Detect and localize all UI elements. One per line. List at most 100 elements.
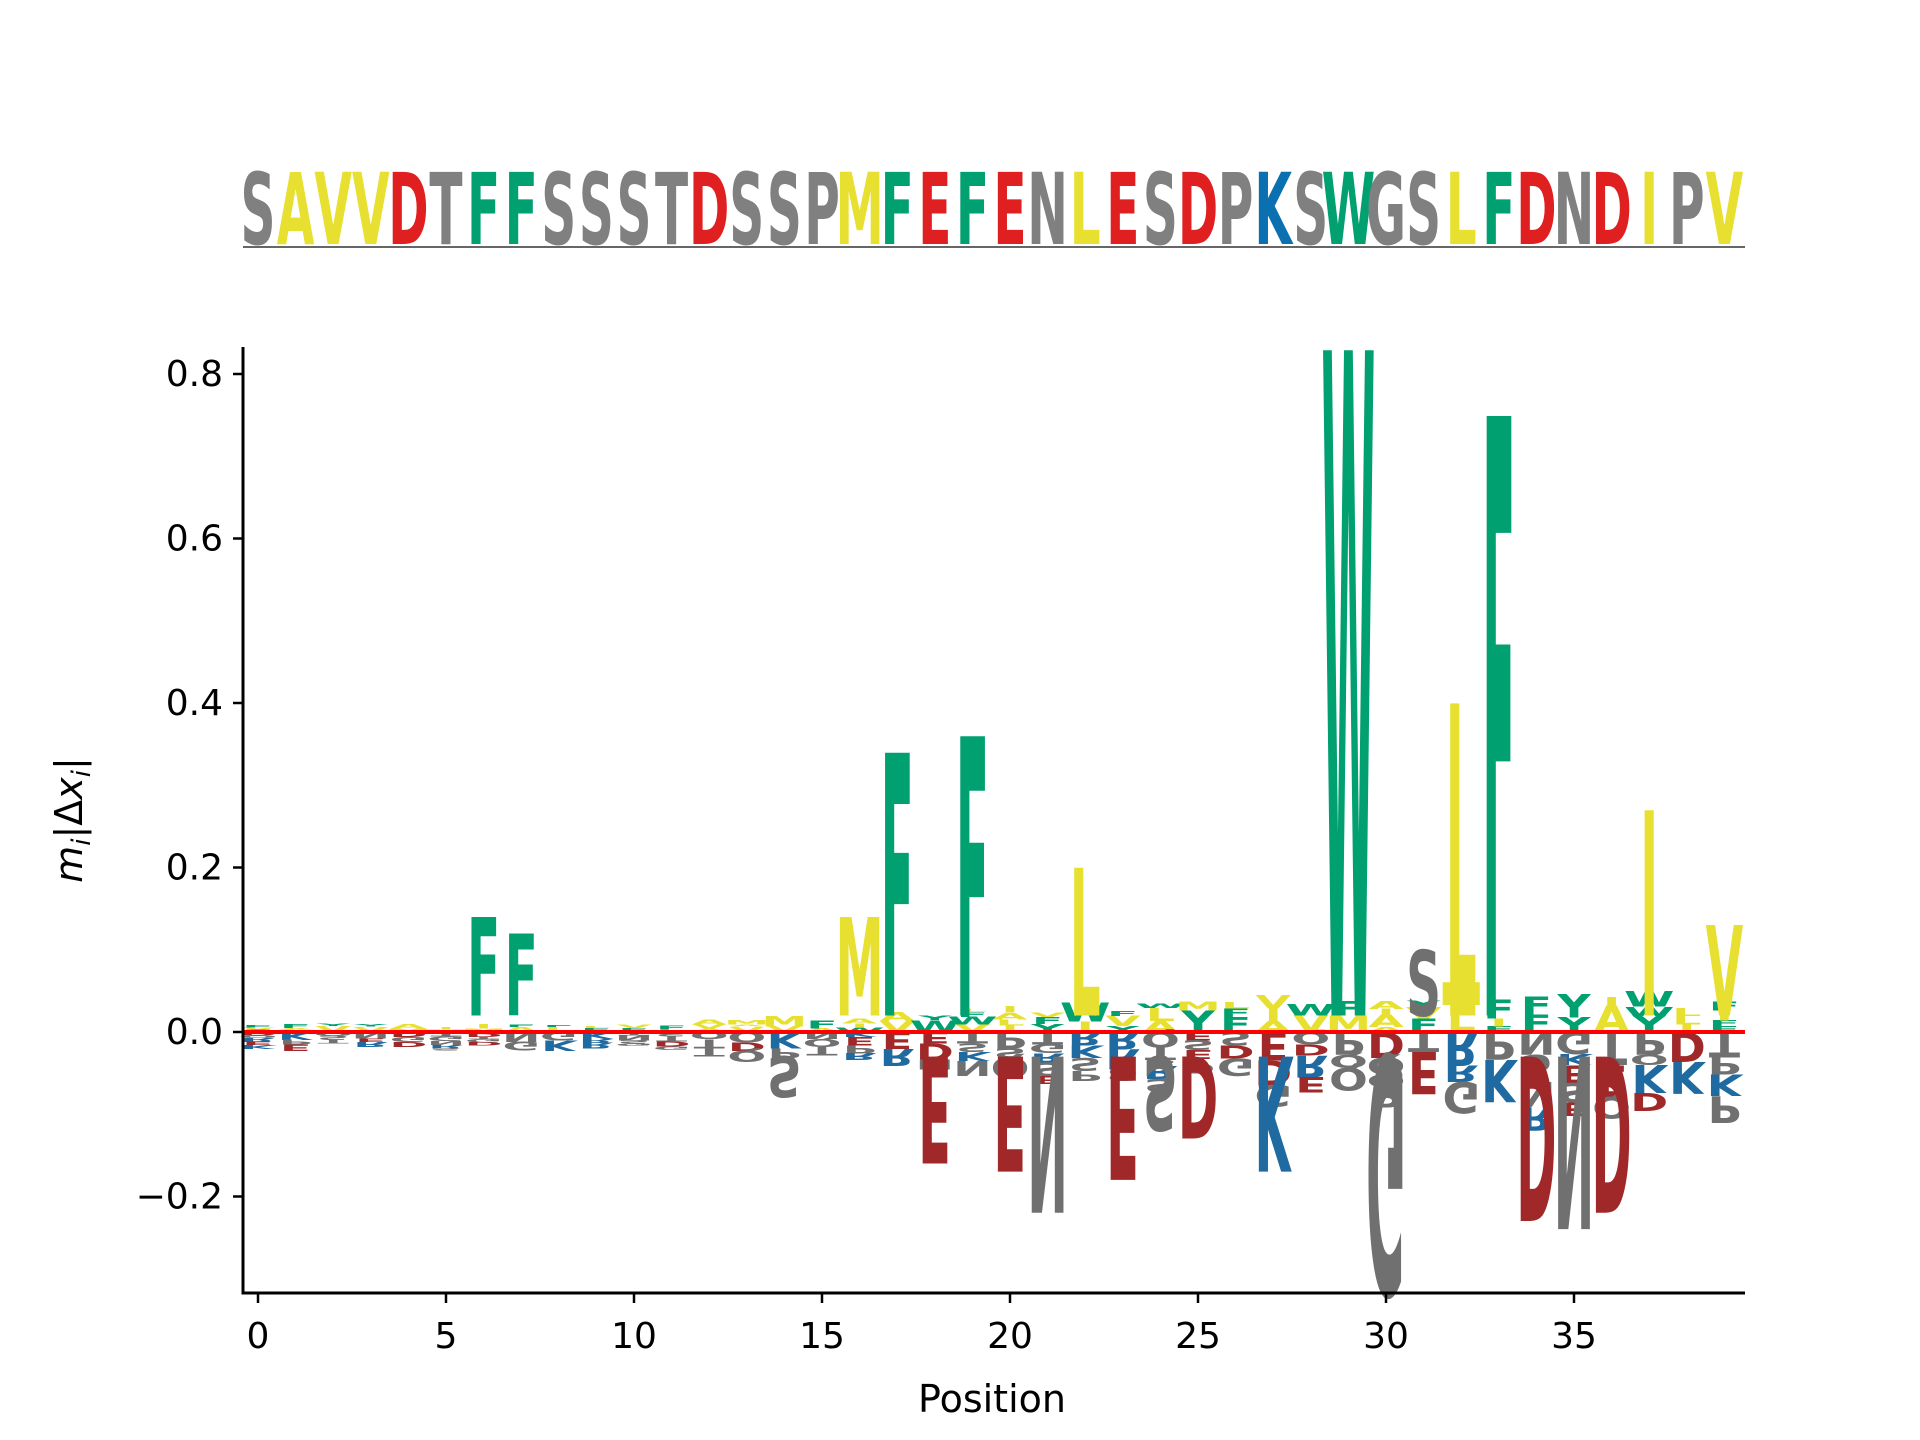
minor-letter-up: Y: [1406, 998, 1442, 1009]
minor-letter-down: E: [1032, 1074, 1063, 1086]
minor-letter-down: S: [994, 1045, 1027, 1061]
logo-letter-E-pos-20: E: [993, 1019, 1026, 1203]
sequence-letter-26: P: [1218, 154, 1254, 268]
logo-letter-N-pos-21: N: [1027, 1006, 1068, 1256]
minor-letter-down: S: [1106, 1066, 1139, 1084]
minor-letter-down: S: [1558, 1077, 1591, 1108]
minor-letter-up: Y: [353, 1023, 388, 1027]
sequence-letter-3: V: [352, 154, 390, 268]
minor-letter-down: S: [1069, 1053, 1102, 1073]
minor-letter-up: V: [316, 1025, 352, 1034]
minor-letter-down: T: [656, 1035, 688, 1043]
minor-letter-up: F: [1709, 1025, 1740, 1034]
sequence-letter-23: E: [1106, 154, 1139, 268]
minor-letter-up: F: [1333, 998, 1364, 1020]
minor-letter-down: N: [953, 1056, 991, 1080]
minor-letter-down: S: [956, 1041, 989, 1055]
minor-letter-down: E: [1408, 1037, 1439, 1105]
minor-letter-down: T: [694, 1046, 726, 1058]
minor-letter-down: K: [955, 1049, 992, 1063]
sequence-letter-36: D: [1591, 154, 1631, 268]
minor-letter-down: D: [1292, 1041, 1330, 1058]
minor-letter-down: G: [1442, 1071, 1480, 1120]
minor-letter-down: D: [465, 1041, 503, 1047]
minor-letter-down: E: [242, 1041, 273, 1046]
reference-sequence: S A V VD T F F S S S T D S S PMF E F E N L E S D P K SWG S L F DND I P V: [241, 154, 1744, 268]
minor-letter-down: K: [842, 1030, 880, 1038]
minor-letter-down: T: [1596, 1021, 1627, 1074]
minor-letter-up: A: [992, 1011, 1028, 1022]
minor-letter-down: T: [806, 1044, 838, 1057]
sequence-letter-22: L: [1070, 154, 1101, 268]
minor-letter-up: M: [724, 1019, 769, 1026]
x-tick-label: 25: [1175, 1316, 1221, 1357]
sequence-letter-27: K: [1254, 154, 1293, 268]
sequence-letter-21: N: [1027, 154, 1068, 268]
dominant-logo-letters: F F MF F L W S L F I VS E E N E S D K G DND: [467, 170, 1743, 1359]
minor-letter-down: D: [1668, 1022, 1706, 1069]
sequence-letter-20: E: [993, 154, 1026, 268]
sequence-letter-11: T: [655, 154, 688, 268]
minor-letter-down: D: [653, 1040, 691, 1048]
minor-letter-down: R: [1143, 1061, 1178, 1081]
minor-letter-up: L: [1672, 1006, 1701, 1018]
logo-letter-F-pos-7: F: [505, 912, 538, 1043]
minor-letter-down: R: [1030, 1050, 1065, 1065]
minor-letter-up: F: [1032, 1015, 1063, 1026]
sequence-letter-28: S: [1293, 154, 1328, 268]
minor-letter-down: P: [279, 1038, 312, 1046]
y-tick-label: −0.2: [136, 1177, 223, 1218]
minor-letter-up: F: [656, 1025, 687, 1031]
minor-letter-down: E: [844, 1034, 875, 1047]
sequence-letter-1: A: [277, 154, 315, 268]
sequence-letter-13: S: [729, 154, 764, 268]
minor-letter-up: V: [729, 1025, 765, 1034]
minor-letter-up: I: [1265, 1006, 1282, 1026]
logo-letter-D-pos-34: D: [1516, 1003, 1556, 1264]
logo-letter-F-pos-17: F: [881, 681, 914, 1101]
minor-letter-down: S: [618, 1039, 651, 1044]
sequence-letter-5: T: [429, 154, 462, 268]
minor-letter-up: F: [1709, 999, 1740, 1014]
minor-letter-up: Y: [1556, 988, 1591, 1025]
logo-letter-W-pos-29: W: [1322, 170, 1376, 1232]
minor-letter-down: P: [1708, 1051, 1741, 1079]
minor-letter-down: K: [1067, 1041, 1104, 1061]
sequence-letter-30: G: [1366, 154, 1406, 268]
y-tick-label: 0.8: [166, 354, 223, 395]
minor-letter-down: R: [579, 1038, 614, 1044]
minor-letter-up: F: [1483, 995, 1514, 1025]
logo-letter-L-pos-32: L: [1446, 618, 1477, 1117]
minor-letter-down: R: [1293, 1048, 1328, 1083]
minor-letter-down: Q: [991, 1051, 1030, 1083]
minor-letter-down: G: [502, 1039, 540, 1054]
minor-letter-down: K: [1669, 1051, 1707, 1103]
minor-letter-down: E: [1258, 1022, 1289, 1067]
minor-letter-up: Y: [315, 1023, 350, 1027]
minor-letter-down: E: [1295, 1072, 1326, 1097]
minor-letter-down: N: [352, 1030, 390, 1041]
minor-letter-up: F: [618, 1028, 649, 1032]
y-tick-label: 0.4: [166, 683, 223, 724]
sequence-letter-16: M: [835, 154, 883, 268]
minor-letter-down: P: [1369, 1081, 1403, 1113]
minor-letter-up: I: [1716, 1008, 1733, 1024]
minor-letter-down: R: [579, 1040, 614, 1049]
minor-letter-up: F: [506, 1023, 537, 1028]
minor-letter-down: Q: [1367, 1052, 1406, 1079]
minor-letter-down: D: [1630, 1087, 1668, 1116]
minor-letter-up: V: [353, 1025, 389, 1034]
minor-letter-up: L: [1221, 1000, 1250, 1010]
minor-letter-down: G: [390, 1035, 428, 1043]
logo-letter-M-pos-16: M: [835, 890, 883, 1047]
logo-letter-K-pos-27: K: [1254, 1019, 1293, 1203]
x-tick-label: 10: [611, 1316, 657, 1357]
minor-letter-down: K: [1707, 1067, 1744, 1101]
sequence-letter-15: P: [804, 154, 840, 268]
minor-letter-up: L: [995, 1018, 1024, 1027]
minor-letter-up: L: [958, 1008, 987, 1014]
y-tick-label: 0.2: [166, 848, 223, 889]
minor-letter-down: R: [428, 1044, 463, 1049]
minor-letter-down: Q: [690, 1030, 729, 1042]
